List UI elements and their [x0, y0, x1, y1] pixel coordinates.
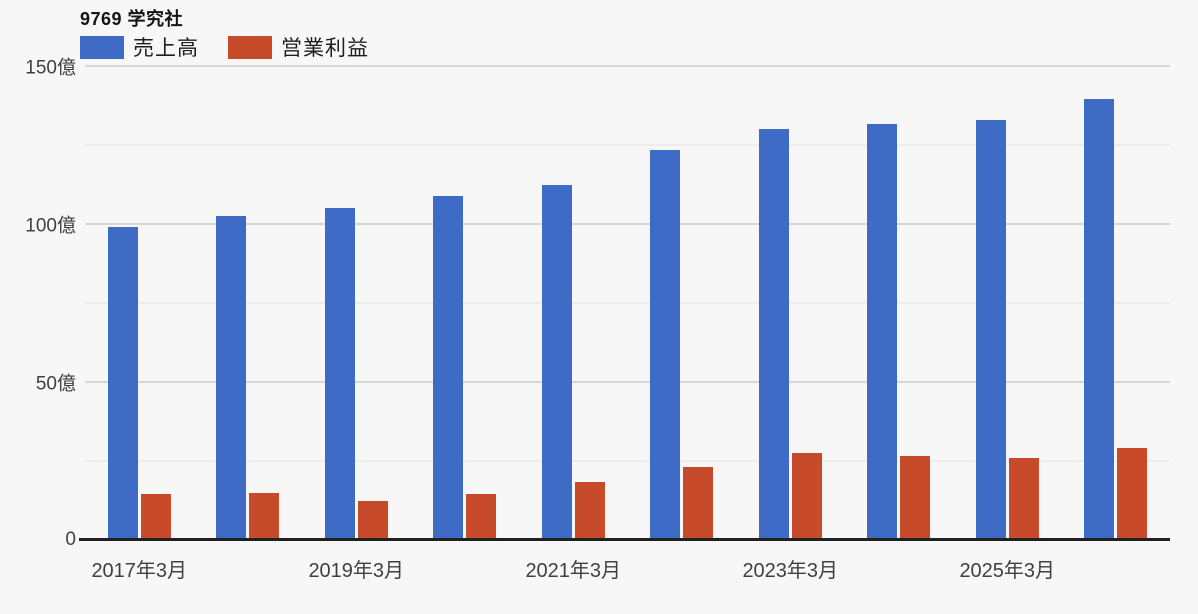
gridline-50 — [85, 381, 1170, 384]
bar-group-2023年3月 — [736, 66, 845, 540]
x-tick-label-2017年3月: 2017年3月 — [91, 560, 188, 582]
y-tick-label-100億: 100億 — [25, 215, 76, 237]
y-axis: 0 50億 100億 150億 — [0, 58, 76, 551]
bar-営業利益-2018年3月[interactable] — [249, 492, 280, 540]
legend-item-営業利益: 営業利益 — [228, 32, 369, 62]
x-tick-label-2023年3月: 2023年3月 — [742, 560, 839, 582]
x-axis-labels: 2017年3月 2019年3月 2021年3月 2023年3月 2025年3月 — [85, 554, 1170, 582]
bar-営業利益-2023年3月[interactable] — [791, 453, 822, 540]
legend-label: 売上高 — [133, 37, 199, 60]
bar-group-2024年3月 — [845, 66, 954, 540]
bar-売上高-2024年3月[interactable] — [867, 124, 898, 540]
gridline-75 — [85, 302, 1170, 304]
gridline-100 — [85, 223, 1170, 226]
bar-売上高-2020年3月[interactable] — [433, 195, 464, 540]
x-tick-label-2019年3月: 2019年3月 — [308, 560, 405, 582]
x-tick-label-2025年3月: 2025年3月 — [959, 560, 1056, 582]
x-tick-label-2021年3月: 2021年3月 — [525, 560, 622, 582]
bar-group-2018年3月 — [194, 66, 303, 540]
bar-売上高-2023年3月[interactable] — [758, 129, 789, 540]
legend-swatch-icon — [80, 35, 124, 59]
x-axis-line — [79, 538, 1170, 541]
bar-売上高-2026年3月[interactable] — [1084, 99, 1115, 540]
gridline-150 — [85, 65, 1170, 67]
bar-group-2026年3月 — [1062, 66, 1171, 540]
bar-groups — [85, 66, 1170, 540]
bar-group-2017年3月 — [85, 66, 194, 540]
bar-group-2019年3月 — [302, 66, 411, 540]
bar-売上高-2021年3月[interactable] — [541, 184, 572, 540]
y-tick-label-0: 0 — [65, 529, 76, 550]
gridline-25 — [85, 460, 1170, 463]
y-tick-label-50億: 50億 — [35, 373, 76, 395]
bar-営業利益-2017年3月[interactable] — [140, 494, 171, 540]
legend-label: 営業利益 — [281, 37, 369, 60]
chart-legend: 売上高 営業利益 — [80, 32, 369, 62]
bar-営業利益-2020年3月[interactable] — [466, 494, 497, 540]
bar-営業利益-2025年3月[interactable] — [1008, 457, 1039, 540]
bar-売上高-2017年3月[interactable] — [107, 227, 138, 540]
bar-営業利益-2022年3月[interactable] — [683, 467, 714, 540]
bar-group-2025年3月 — [953, 66, 1062, 540]
bar-営業利益-2021年3月[interactable] — [574, 481, 605, 540]
y-tick-label-150億: 150億 — [25, 57, 76, 79]
plot-area — [79, 65, 1170, 541]
legend-item-売上高: 売上高 — [80, 32, 199, 62]
bar-group-2020年3月 — [411, 66, 520, 540]
bar-売上高-2025年3月[interactable] — [975, 119, 1006, 540]
bar-営業利益-2019年3月[interactable] — [357, 500, 388, 540]
bar-group-2022年3月 — [628, 66, 737, 540]
bar-営業利益-2024年3月[interactable] — [900, 456, 931, 540]
chart-title: 9769 学究社 — [80, 9, 184, 29]
gridline-125 — [85, 144, 1170, 146]
bar-売上高-2022年3月[interactable] — [650, 149, 681, 540]
bar-営業利益-2026年3月[interactable] — [1117, 448, 1148, 540]
legend-swatch-icon — [228, 35, 272, 59]
bar-group-2021年3月 — [519, 66, 628, 540]
bar-売上高-2019年3月[interactable] — [324, 208, 355, 540]
bar-売上高-2018年3月[interactable] — [216, 216, 247, 540]
